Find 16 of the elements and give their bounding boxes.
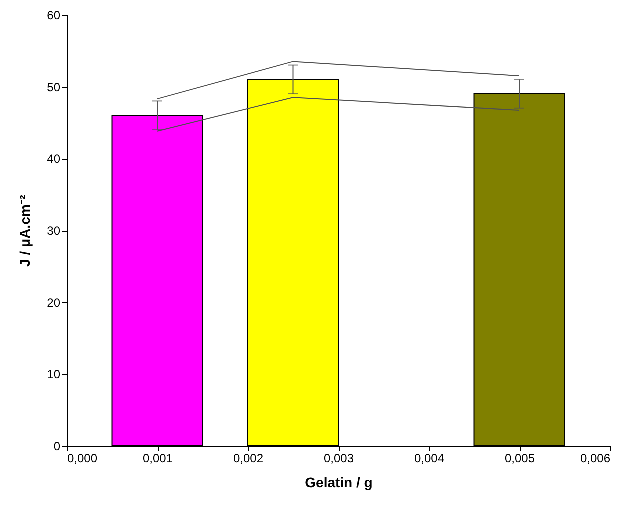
- x-tick-label: 0,004: [414, 452, 445, 466]
- y-tick-label: 20: [47, 296, 61, 310]
- x-tick-label: 0,003: [324, 452, 354, 466]
- x-axis-title: Gelatin / g: [305, 474, 373, 490]
- x-tick-label: 0,000: [68, 452, 98, 466]
- x-tick-label: 0,006: [580, 452, 611, 466]
- x-tick-label: 0,005: [504, 452, 536, 466]
- y-axis-title: J / μA.cm⁻²: [17, 194, 34, 267]
- x-tick-label: 0,001: [142, 452, 174, 466]
- x-tick-label: 0,002: [233, 452, 264, 466]
- y-tick-label: 60: [47, 8, 61, 22]
- y-tick-label: 50: [47, 80, 61, 94]
- y-tick-label: 30: [47, 224, 61, 238]
- y-tick-label: 0: [54, 440, 61, 454]
- y-tick-label: 10: [47, 368, 61, 382]
- y-tick-label: 40: [47, 152, 61, 166]
